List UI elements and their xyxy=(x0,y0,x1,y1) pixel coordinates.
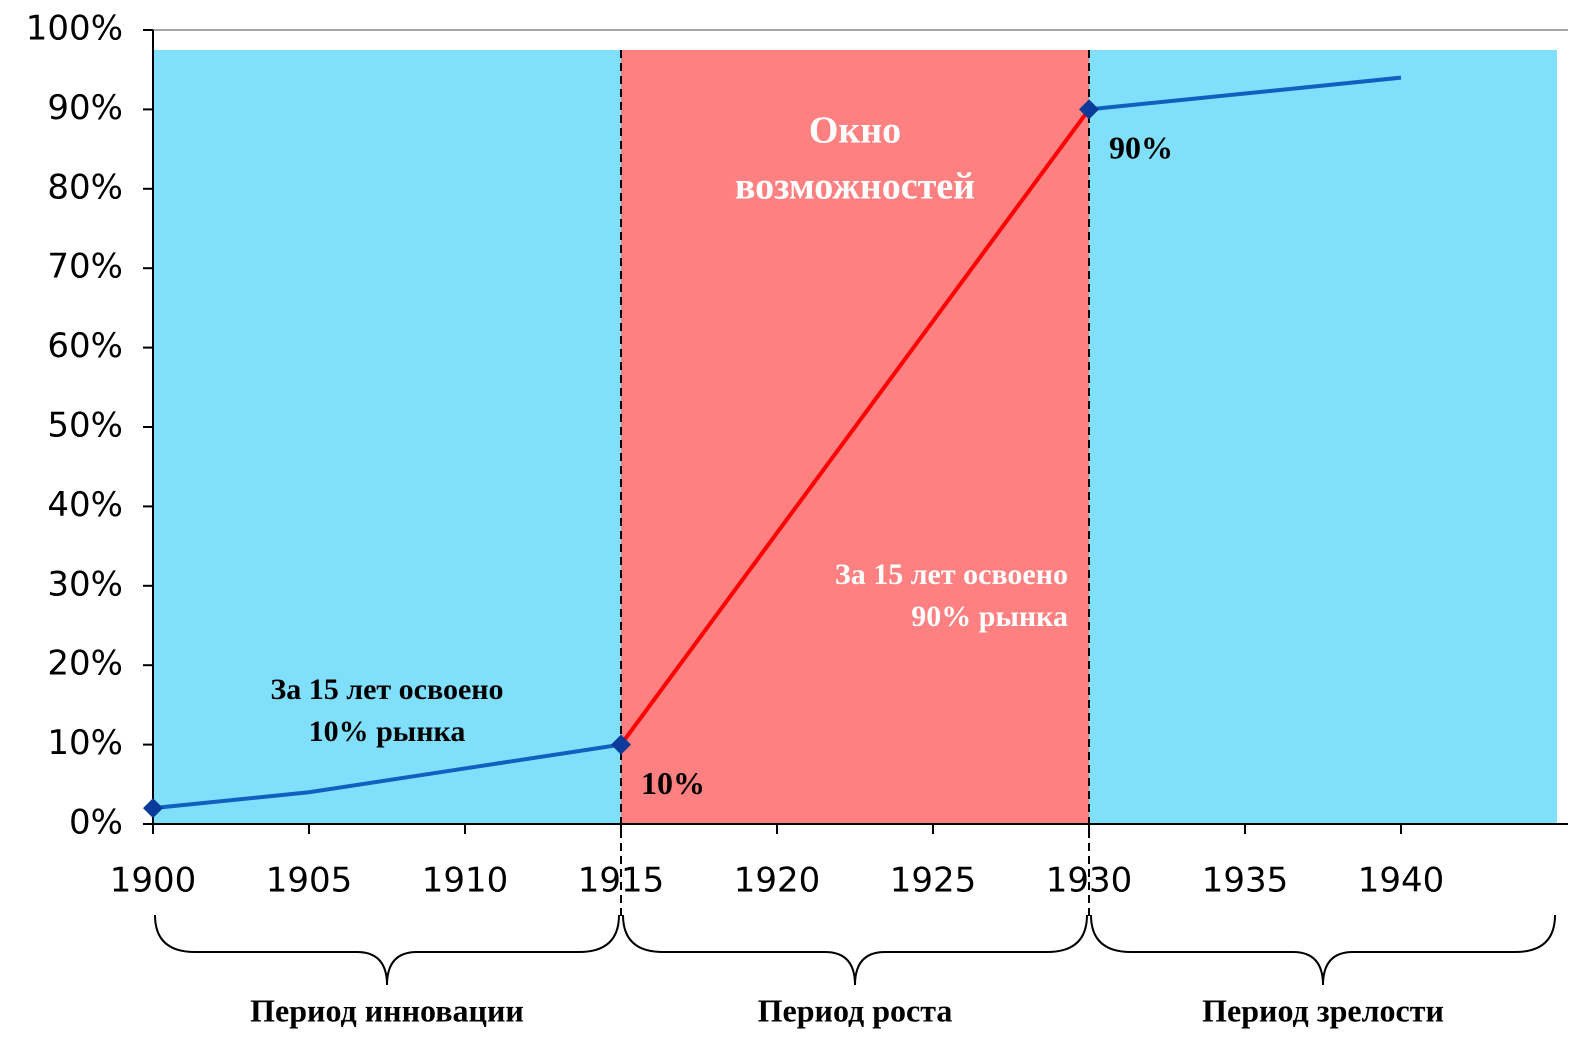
x-tick-label: 1915 xyxy=(578,861,665,901)
annotation: За 15 лет освоено xyxy=(270,673,503,706)
marker xyxy=(611,734,631,755)
x-tick-label: 1905 xyxy=(266,861,353,901)
y-tick-label: 80% xyxy=(47,167,123,207)
annotation: возможностей xyxy=(735,166,975,208)
line-series xyxy=(619,108,1091,746)
brace xyxy=(1090,914,1556,986)
period-band xyxy=(621,50,1089,824)
y-tick-label: 20% xyxy=(47,644,123,684)
y-tick-label: 60% xyxy=(47,326,123,366)
annotation: За 15 лет освоено xyxy=(835,558,1068,591)
x-tick-label: 1900 xyxy=(110,861,197,901)
marker xyxy=(143,798,163,819)
data-label: 90% xyxy=(1109,130,1173,166)
x-tick-label: 1930 xyxy=(1046,861,1133,901)
x-tick-label: 1925 xyxy=(890,861,977,901)
line-series xyxy=(152,742,622,811)
y-tick-label: 30% xyxy=(47,564,123,604)
period-label: Период зрелости xyxy=(1202,992,1444,1028)
marker xyxy=(1079,99,1099,120)
data-label: 10% xyxy=(641,765,705,801)
y-tick-label: 50% xyxy=(47,406,123,446)
brace xyxy=(622,914,1088,986)
annotation: Окно xyxy=(809,110,901,152)
x-tick-label: 1935 xyxy=(1202,861,1289,901)
brace xyxy=(154,914,620,986)
period-band xyxy=(153,50,621,824)
x-tick-label: 1920 xyxy=(734,861,821,901)
period-label: Период инновации xyxy=(250,992,524,1028)
y-tick-label: 100% xyxy=(26,9,123,49)
period-label: Период роста xyxy=(758,992,953,1028)
x-tick-label: 1910 xyxy=(422,861,509,901)
annotation: 10% рынка xyxy=(309,715,466,748)
y-tick-label: 90% xyxy=(47,88,123,128)
y-tick-label: 0% xyxy=(69,803,123,843)
x-tick-label: 1940 xyxy=(1358,861,1445,901)
y-tick-label: 40% xyxy=(47,485,123,525)
period-band xyxy=(1089,50,1557,824)
line-series xyxy=(1088,75,1402,112)
y-tick-label: 70% xyxy=(47,247,123,287)
annotation: 90% рынка xyxy=(911,600,1068,633)
y-tick-label: 10% xyxy=(47,723,123,763)
